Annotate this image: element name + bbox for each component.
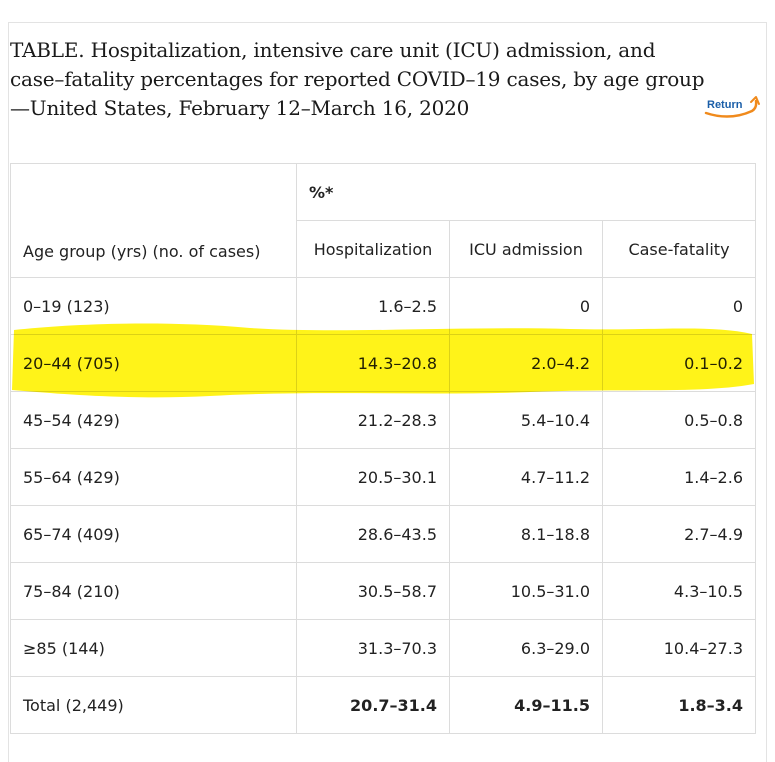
cell-case-fatality: 0.1–0.2 xyxy=(602,334,756,392)
cell-hospitalization: 21.2–28.3 xyxy=(296,391,450,449)
caption-line-3: —United States, February 12–March 16, 20… xyxy=(10,96,470,120)
cell-icu-admission: 8.1–18.8 xyxy=(449,505,603,563)
cell-age-group: 65–74 (409) xyxy=(10,505,297,563)
return-link[interactable]: Return xyxy=(700,93,762,119)
cell-icu-admission: 10.5–31.0 xyxy=(449,562,603,620)
cell-icu-admission: 0 xyxy=(449,277,603,335)
cell-case-fatality: 0 xyxy=(602,277,756,335)
cell-case-fatality: 4.3–10.5 xyxy=(602,562,756,620)
cell-age-group: 45–54 (429) xyxy=(10,391,297,449)
cell-icu-admission: 2.0–4.2 xyxy=(449,334,603,392)
table-row-total: Total (2,449) 20.7–31.4 4.9–11.5 1.8–3.4 xyxy=(10,676,756,734)
table-row: 20–44 (705) 14.3–20.8 2.0–4.2 0.1–0.2 xyxy=(10,334,756,392)
cell-case-fatality: 2.7–4.9 xyxy=(602,505,756,563)
covid-table: Age group (yrs) (no. of cases) %* Hospit… xyxy=(10,163,756,734)
cell-case-fatality: 1.4–2.6 xyxy=(602,448,756,506)
cell-age-group: 55–64 (429) xyxy=(10,448,297,506)
cell-hospitalization: 31.3–70.3 xyxy=(296,619,450,677)
cell-age-group: 75–84 (210) xyxy=(10,562,297,620)
cell-hospitalization: 14.3–20.8 xyxy=(296,334,450,392)
column-header-age-group: Age group (yrs) (no. of cases) xyxy=(10,163,297,278)
table-row: 0–19 (123) 1.6–2.5 0 0 xyxy=(10,277,756,335)
cell-icu-admission: 6.3–29.0 xyxy=(449,619,603,677)
page-frame xyxy=(8,22,767,762)
cell-icu-admission: 4.7–11.2 xyxy=(449,448,603,506)
table-row: 65–74 (409) 28.6–43.5 8.1–18.8 2.7–4.9 xyxy=(10,505,756,563)
cell-hospitalization: 20.7–31.4 xyxy=(296,676,450,734)
cell-case-fatality: 0.5–0.8 xyxy=(602,391,756,449)
cell-hospitalization: 28.6–43.5 xyxy=(296,505,450,563)
table-row: 45–54 (429) 21.2–28.3 5.4–10.4 0.5–0.8 xyxy=(10,391,756,449)
caption-line-1: TABLE. Hospitalization, intensive care u… xyxy=(10,38,656,62)
cell-hospitalization: 20.5–30.1 xyxy=(296,448,450,506)
cell-age-group: ≥85 (144) xyxy=(10,619,297,677)
cell-hospitalization: 30.5–58.7 xyxy=(296,562,450,620)
table-row: ≥85 (144) 31.3–70.3 6.3–29.0 10.4–27.3 xyxy=(10,619,756,677)
return-arrow-icon xyxy=(704,96,760,118)
column-header-case-fatality: Case-fatality xyxy=(602,220,756,278)
cell-age-group: 0–19 (123) xyxy=(10,277,297,335)
column-header-hospitalization: Hospitalization xyxy=(296,220,450,278)
return-label: Return xyxy=(707,99,743,111)
table-row: 75–84 (210) 30.5–58.7 10.5–31.0 4.3–10.5 xyxy=(10,562,756,620)
cell-icu-admission: 5.4–10.4 xyxy=(449,391,603,449)
cell-case-fatality: 1.8–3.4 xyxy=(602,676,756,734)
table-caption: TABLE. Hospitalization, intensive care u… xyxy=(10,36,755,123)
table-row: 55–64 (429) 20.5–30.1 4.7–11.2 1.4–2.6 xyxy=(10,448,756,506)
cell-case-fatality: 10.4–27.3 xyxy=(602,619,756,677)
column-header-icu-admission: ICU admission xyxy=(449,220,603,278)
percent-group-header: %* xyxy=(296,163,756,221)
cell-age-group: 20–44 (705) xyxy=(10,334,297,392)
cell-icu-admission: 4.9–11.5 xyxy=(449,676,603,734)
cell-age-group: Total (2,449) xyxy=(10,676,297,734)
caption-line-2: case–fatality percentages for reported C… xyxy=(10,67,705,91)
cell-hospitalization: 1.6–2.5 xyxy=(296,277,450,335)
